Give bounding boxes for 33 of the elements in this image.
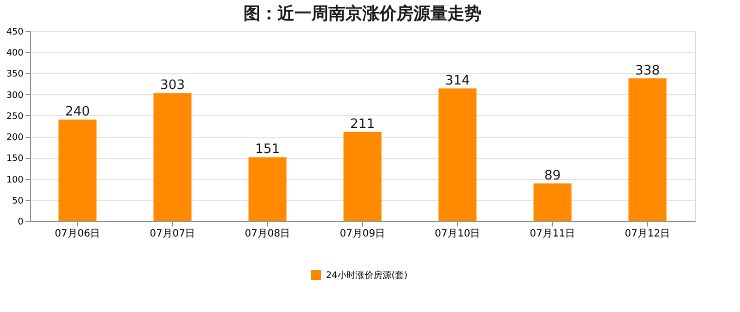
x-tick-label: 07月10日 [434,228,480,240]
chart-title: 图：近一周南京涨价房源量走势 [244,4,482,24]
y-tick-label: 300 [6,90,24,101]
bar [58,120,96,221]
y-tick-label: 150 [6,154,24,164]
data-label: 240 [65,104,90,120]
data-label: 211 [350,116,375,132]
y-tick-label: 0 [18,218,24,228]
x-tick-label: 07月08日 [244,228,290,240]
bar [628,78,666,221]
y-tick-label: 50 [12,196,24,206]
bar [248,157,286,221]
y-tick-label: 450 [6,28,24,38]
x-tick-label: 07月11日 [530,228,576,240]
x-tick-label: 07月07日 [150,228,196,240]
data-label: 303 [160,78,185,94]
y-tick-label: 200 [6,133,24,144]
x-tick-label: 07月06日 [54,228,100,240]
bar [438,88,476,221]
x-tick-label: 07月12日 [624,228,670,240]
bar [534,183,572,221]
y-tick-label: 400 [6,48,24,59]
data-label: 89 [544,168,561,184]
bar [154,93,192,221]
x-tick-label: 07月09日 [340,228,386,240]
data-label: 151 [255,142,280,158]
y-tick-label: 250 [6,112,24,122]
data-label: 338 [635,63,660,78]
legend-label: 24小时涨价房源(套) [326,270,408,281]
y-tick-label: 100 [6,175,24,186]
y-tick-label: 350 [6,70,24,80]
data-label: 314 [445,73,470,88]
bar [344,132,382,221]
